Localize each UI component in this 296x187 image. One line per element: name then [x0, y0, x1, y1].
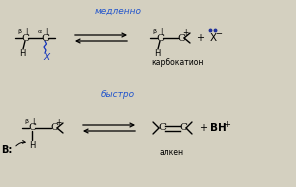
Text: |: |	[45, 27, 47, 34]
Text: +: +	[196, 33, 204, 43]
Text: −: −	[215, 30, 223, 39]
Text: C: C	[177, 33, 185, 42]
Text: карбокатион: карбокатион	[152, 58, 204, 67]
Text: C: C	[179, 123, 187, 133]
Text: H: H	[154, 48, 160, 57]
Text: алкен: алкен	[160, 148, 184, 157]
FancyArrowPatch shape	[16, 140, 25, 146]
Text: +: +	[199, 123, 207, 133]
Text: α: α	[38, 28, 42, 33]
Text: β: β	[17, 28, 21, 33]
Text: C: C	[158, 123, 166, 133]
Text: |: |	[25, 27, 27, 34]
Text: |: |	[160, 27, 162, 34]
Text: +: +	[182, 27, 188, 36]
Text: C: C	[50, 123, 58, 133]
Text: медленно: медленно	[94, 7, 141, 16]
Text: X: X	[210, 33, 217, 43]
Text: +: +	[223, 119, 231, 128]
Text: C: C	[41, 33, 49, 42]
Text: быстро: быстро	[101, 90, 135, 99]
Text: +: +	[55, 117, 61, 126]
Text: C: C	[28, 123, 36, 133]
Text: C: C	[21, 33, 29, 42]
Text: β: β	[152, 28, 156, 33]
Text: |: |	[32, 117, 34, 125]
Text: H: H	[29, 140, 35, 149]
Text: β: β	[24, 119, 28, 123]
Text: BH: BH	[210, 123, 226, 133]
Text: B:: B:	[1, 145, 13, 155]
Text: X: X	[43, 53, 49, 62]
Text: C: C	[156, 33, 164, 42]
Text: H: H	[19, 48, 25, 57]
